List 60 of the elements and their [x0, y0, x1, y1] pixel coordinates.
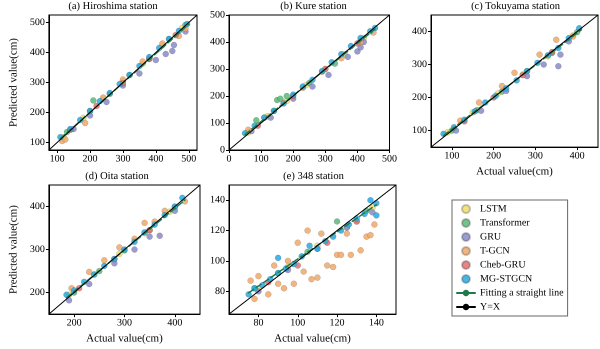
- legend-label: MG-STGCN: [480, 274, 532, 284]
- legend-label: Fitting a straight line: [480, 288, 564, 298]
- x-axis-title: Actual value(cm): [274, 332, 352, 344]
- legend-label: GRU: [480, 232, 502, 242]
- y-tick-label: 120: [210, 225, 225, 236]
- x-tick-label: 400: [167, 318, 182, 329]
- x-tick-label: 120: [330, 318, 345, 329]
- x-tick-label: 400: [570, 150, 585, 162]
- y-tick-label: 300: [30, 244, 45, 256]
- x-tick-label: 400: [148, 154, 164, 164]
- x-axis-title: Actual value(cm): [86, 332, 164, 344]
- y-tick-label: 400: [412, 26, 427, 38]
- y-tick-label: 300: [30, 77, 45, 88]
- x-tick-label: 500: [382, 154, 397, 164]
- y-tick-label: 400: [30, 201, 45, 212]
- legend-label: Transformer: [480, 218, 530, 228]
- y-tick-label: 300: [412, 59, 427, 70]
- y-axis-title: Predicted value(cm): [8, 204, 20, 294]
- x-tick-label: 100: [290, 318, 306, 329]
- y-tick-label: 80: [215, 286, 225, 297]
- x-tick-label: 200: [66, 318, 82, 329]
- y-tick-label: 200: [30, 107, 45, 118]
- legend-label: Y=X: [480, 302, 501, 312]
- x-tick-label: 400: [350, 154, 365, 164]
- y-axis-title: Predicted value(cm): [8, 38, 20, 127]
- x-tick-label: 100: [50, 154, 65, 164]
- y-tick-label: 100: [412, 125, 427, 136]
- x-tick-label: 80: [253, 318, 264, 329]
- chart-title: (b) Kure station: [280, 1, 348, 12]
- y-tick-label: 400: [210, 36, 225, 48]
- y-tick-label: 140: [210, 194, 225, 206]
- x-tick-label: 200: [486, 150, 502, 162]
- x-tick-label: 300: [528, 150, 543, 162]
- x-tick-label: 300: [318, 154, 333, 164]
- x-tick-label: 200: [82, 154, 98, 164]
- legend-label: Cheb-GRU: [480, 260, 526, 270]
- y-tick-label: 100: [210, 255, 225, 266]
- y-tick-label: 200: [30, 287, 45, 298]
- y-tick-label: 200: [210, 90, 225, 102]
- chart-title: (a) Hiroshima station: [68, 1, 158, 12]
- y-tick-label: 100: [30, 137, 45, 148]
- y-tick-label: 400: [30, 47, 45, 58]
- y-tick-label: 100: [210, 118, 225, 128]
- x-axis-title: Actual value(cm): [476, 166, 554, 178]
- x-tick-label: 300: [115, 154, 130, 164]
- x-tick-label: 500: [181, 154, 196, 164]
- legend-label: T-GCN: [480, 246, 510, 256]
- y-tick-label: 500: [210, 10, 225, 20]
- x-tick-label: 100: [444, 150, 460, 162]
- x-tick-label: 100: [254, 154, 269, 164]
- y-tick-label: 300: [210, 64, 225, 74]
- y-tick-label: 500: [30, 17, 45, 28]
- y-tick-label: 200: [412, 92, 427, 104]
- chart-title: (e) 348 station: [283, 171, 345, 182]
- chart-title: (d) Oita station: [85, 171, 150, 182]
- chart-title: (c) Tokuyama station: [471, 1, 561, 12]
- x-tick-label: 300: [116, 318, 132, 329]
- x-tick-label: 140: [368, 318, 384, 329]
- x-tick-label: 200: [286, 154, 301, 164]
- legend-label: LSTM: [480, 204, 507, 214]
